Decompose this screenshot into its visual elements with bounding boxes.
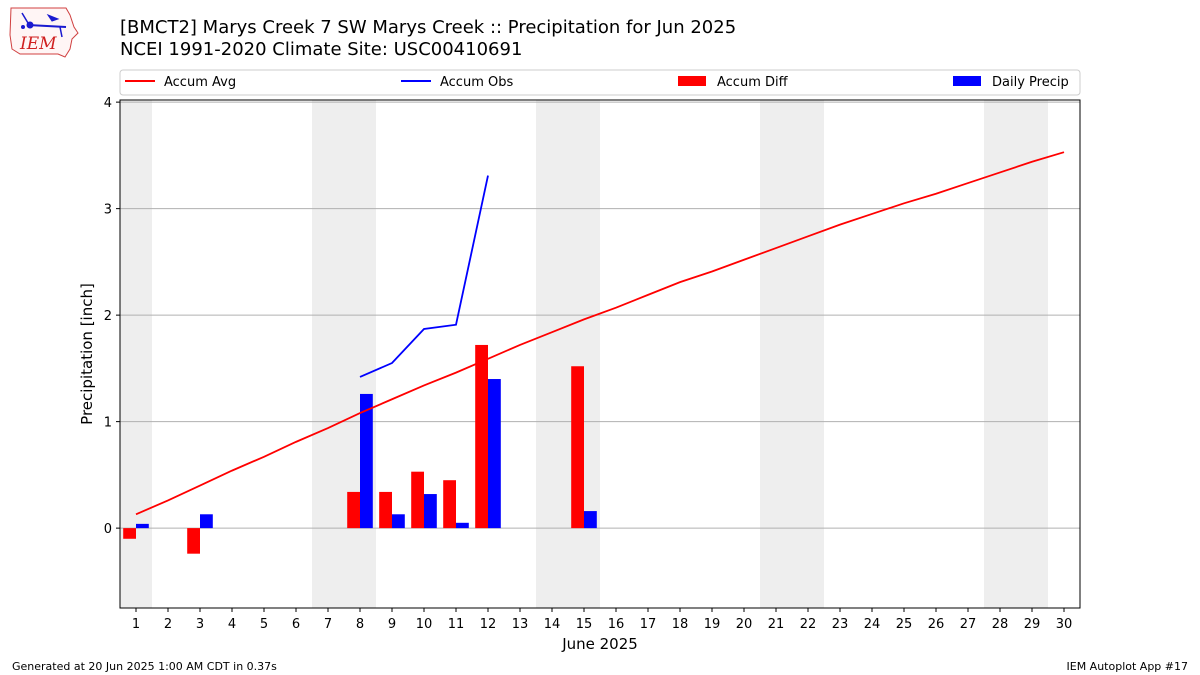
- x-tick-label: 6: [292, 617, 300, 632]
- x-tick-label: 30: [1056, 617, 1073, 632]
- x-tick-label: 11: [448, 617, 465, 632]
- accum-avg-line: [135, 151, 1065, 516]
- daily-precip-bar: [584, 511, 597, 529]
- x-tick-label: 12: [480, 617, 497, 632]
- x-tick-label: 4: [228, 617, 236, 632]
- x-tick-label: 20: [736, 617, 753, 632]
- x-tick-label: 18: [672, 617, 689, 632]
- daily-precip-bar: [488, 379, 501, 529]
- x-tick-label: 24: [864, 617, 881, 632]
- axes: 1 2 3 4 5 6 7 8 9 10 11 12 13 14 15 16 17 18 19 20 21 22 23 24 2…: [104, 96, 1073, 632]
- weekend-band: [536, 100, 600, 608]
- accum-diff-legend-label: Accum Diff: [717, 75, 789, 90]
- daily-precip-bar: [456, 522, 469, 529]
- accum-diff-bar: [379, 491, 392, 529]
- x-tick-label: 25: [896, 617, 913, 632]
- x-tick-label: 3: [196, 617, 204, 632]
- x-tick-label: 27: [960, 617, 977, 632]
- accum-diff-bar: [123, 528, 136, 539]
- logo-text: IEM: [19, 34, 57, 54]
- app-credit: IEM Autoplot App #17: [1066, 660, 1189, 673]
- y-tick-label: 3: [104, 203, 112, 218]
- gridlines: [120, 101, 1080, 529]
- accum-diff-bar: [411, 471, 424, 529]
- x-axis-label: June 2025: [561, 635, 638, 653]
- accum-diff-bar: [187, 528, 200, 554]
- accum-obs-line: [359, 175, 489, 378]
- x-tick-label: 10: [416, 617, 433, 632]
- iem-logo: IEM: [9, 7, 79, 58]
- accum-avg-legend-label: Accum Avg: [164, 75, 236, 90]
- x-tick-label: 29: [1024, 617, 1041, 632]
- y-axis-label: Precipitation [inch]: [78, 283, 96, 425]
- daily-precip-bar: [200, 514, 213, 529]
- daily-precip-bar: [360, 393, 373, 529]
- y-tick-label: 0: [104, 522, 112, 537]
- daily-precip-bar: [424, 494, 437, 529]
- x-tick-label: 22: [800, 617, 817, 632]
- x-tick-label: 13: [512, 617, 529, 632]
- accum-diff-bar: [571, 366, 584, 529]
- x-tick-label: 21: [768, 617, 785, 632]
- x-tick-label: 2: [164, 617, 172, 632]
- generated-timestamp: Generated at 20 Jun 2025 1:00 AM CDT in …: [12, 660, 277, 673]
- x-tick-label: 5: [260, 617, 268, 632]
- accum-obs-legend-label: Accum Obs: [440, 75, 513, 90]
- weekend-band: [312, 100, 376, 608]
- x-tick-label: 15: [576, 617, 593, 632]
- bars: [123, 344, 597, 554]
- x-tick-label: 9: [388, 617, 396, 632]
- x-tick-label: 14: [544, 617, 561, 632]
- x-tick-label: 23: [832, 617, 849, 632]
- accum-diff-bar: [475, 344, 488, 529]
- chart-subtitle: NCEI 1991-2020 Climate Site: USC00410691: [120, 39, 523, 60]
- x-tick-label: 8: [356, 617, 364, 632]
- plot-frame: [119, 99, 1081, 609]
- daily-precip-bar: [392, 514, 405, 529]
- legend-box: [119, 69, 1081, 96]
- daily-precip-legend-label: Daily Precip: [992, 75, 1069, 90]
- x-tick-label: 16: [608, 617, 625, 632]
- lines: [135, 151, 1065, 516]
- accum-diff-bar: [443, 480, 456, 529]
- y-tick-label: 4: [104, 96, 112, 111]
- x-tick-label: 28: [992, 617, 1009, 632]
- weather-station-icon: [21, 12, 67, 38]
- y-tick-label: 1: [104, 416, 112, 431]
- x-tick-label: 1: [132, 617, 140, 632]
- x-tick-label: 17: [640, 617, 657, 632]
- weekend-band: [120, 100, 152, 608]
- legend: Accum Avg Accum Obs Accum Diff Daily Precip: [119, 69, 1081, 96]
- weekend-shading: [120, 100, 1048, 608]
- x-tick-label: 26: [928, 617, 945, 632]
- weekend-band: [984, 100, 1048, 608]
- x-tick-label: 19: [704, 617, 721, 632]
- x-tick-label: 7: [324, 617, 332, 632]
- weekend-band: [760, 100, 824, 608]
- y-tick-label: 2: [104, 309, 112, 324]
- accum-diff-legend-swatch: [678, 76, 706, 86]
- accum-diff-bar: [347, 491, 360, 529]
- chart-title: [BMCT2] Marys Creek 7 SW Marys Creek :: …: [120, 17, 737, 38]
- daily-precip-legend-swatch: [953, 76, 981, 86]
- daily-precip-bar: [136, 523, 149, 529]
